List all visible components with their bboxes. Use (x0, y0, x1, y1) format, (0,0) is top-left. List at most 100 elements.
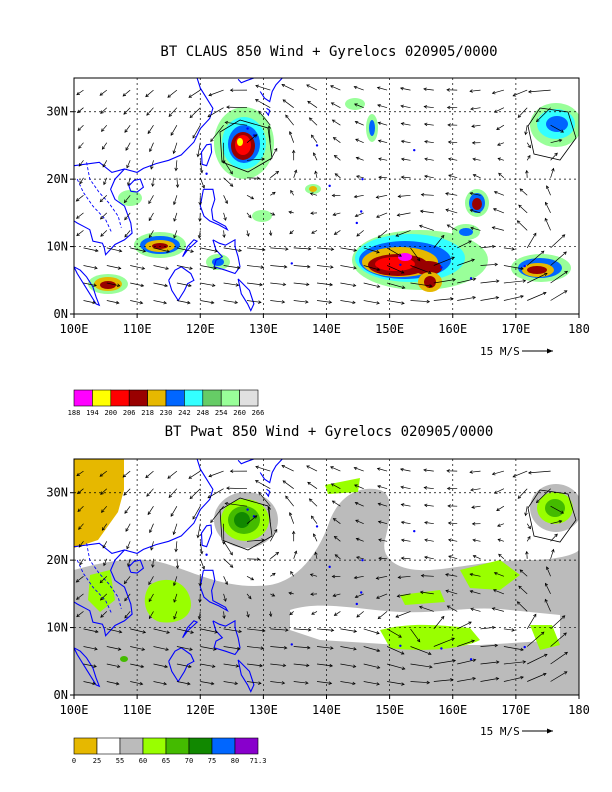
wind-vector (145, 470, 154, 478)
wind-vector (519, 188, 528, 196)
wind-vector (517, 107, 528, 118)
wind-vector-head (426, 299, 431, 304)
wind-vector-head (493, 109, 498, 113)
wind-vector (223, 558, 234, 568)
wind-vector (497, 158, 505, 161)
wind-vector (223, 160, 233, 175)
wind-vector (340, 282, 356, 287)
wind-vector-head (469, 89, 473, 93)
wind-vector (334, 554, 341, 560)
wind-vector (311, 611, 318, 615)
wind-vector-head (511, 628, 516, 632)
wind-vector (76, 593, 84, 600)
wind-vector (377, 468, 388, 472)
wind-vector (316, 300, 332, 303)
wind-vector-head (208, 473, 213, 478)
wind-vector (306, 465, 318, 472)
wind-vector (192, 506, 201, 520)
wind-vector-head (452, 659, 457, 663)
wind-vector-head (213, 647, 217, 651)
wind-vector-head (189, 266, 193, 270)
wind-vector-head (197, 615, 202, 620)
wind-vector (124, 124, 131, 133)
wind-vector (363, 300, 380, 304)
wind-vector (124, 593, 131, 602)
wind-vector (525, 125, 528, 135)
wind-vector-head (516, 601, 521, 605)
x-tick-label: 150E (375, 322, 404, 336)
wind-vector-head (253, 515, 258, 519)
wind-vector (421, 194, 434, 196)
wind-vector (199, 558, 205, 570)
wind-vector (386, 247, 402, 257)
wind-vector (270, 628, 289, 631)
wind-vector-head (310, 592, 314, 596)
colorbar-label: 266 (252, 409, 265, 417)
wind-vector (378, 140, 388, 144)
wind-vector (153, 681, 167, 685)
wind-vector-head (493, 571, 498, 576)
wind-vector (223, 177, 234, 187)
wind-vector-head (99, 473, 104, 477)
wind-vector-head (376, 214, 380, 218)
wind-vector-head (188, 94, 193, 98)
wind-vector (448, 174, 458, 179)
wind-vector-head (282, 663, 287, 668)
wind-vector-head (518, 585, 522, 590)
wind-vector-head (330, 85, 334, 89)
wind-vector-head (400, 270, 405, 274)
wind-vector (246, 282, 263, 286)
coastline-segment (168, 647, 195, 683)
wind-vector-head (542, 672, 547, 677)
x-tick-label: 170E (501, 703, 530, 717)
wind-vector-head (564, 270, 569, 275)
wind-vector-head (377, 121, 382, 126)
wind-vector (526, 233, 537, 249)
wind-vector (76, 230, 84, 236)
wind-vector (480, 297, 499, 301)
wind-vector-head (139, 300, 144, 305)
wind-vector-head (377, 139, 382, 143)
wind-vector (378, 122, 388, 126)
wind-vector (150, 541, 154, 551)
wind-vector-head (123, 580, 128, 585)
wind-vector (176, 265, 193, 270)
wind-vector (356, 230, 364, 237)
wind-vector-head (256, 557, 261, 561)
bottom-x-axis: 100E 110E 120E 130E 140E 150E 160E 170E 180 (60, 695, 590, 717)
wind-vector-head (401, 666, 406, 670)
wind-vector-head (229, 469, 234, 473)
wind-vector (376, 194, 388, 198)
wind-vector (503, 247, 515, 250)
wind-vector (76, 195, 84, 202)
wind-vector-head (352, 681, 356, 686)
wind-vector (99, 470, 108, 477)
wind-vector-head (330, 247, 335, 251)
wind-vector (223, 663, 239, 667)
wind-vector-head (424, 157, 428, 161)
wind-vector (313, 152, 318, 161)
wind-vector (168, 488, 178, 498)
wind-vector-head (527, 471, 532, 475)
wind-vector (289, 512, 295, 524)
bottom-vector-scale: 15 M/S (480, 725, 553, 738)
island-dot (290, 262, 293, 265)
wind-vector (223, 212, 227, 221)
wind-vector-head (207, 114, 212, 118)
wind-vector (170, 125, 178, 136)
wind-vector-head (333, 535, 338, 540)
wind-vector (550, 271, 568, 284)
wind-vector-head (446, 486, 451, 491)
wind-vector-head (148, 217, 152, 222)
wind-vector-head (378, 538, 382, 542)
wind-vector-head (492, 208, 497, 212)
island-dot (413, 529, 416, 533)
wind-vector (401, 140, 411, 144)
wind-vector-head (92, 300, 96, 305)
wind-vector (106, 247, 122, 252)
coastline-segment (212, 619, 241, 656)
wind-vector-head (189, 647, 193, 651)
wind-vector (526, 250, 545, 266)
wind-vector (457, 621, 472, 630)
wind-vector (334, 155, 341, 161)
